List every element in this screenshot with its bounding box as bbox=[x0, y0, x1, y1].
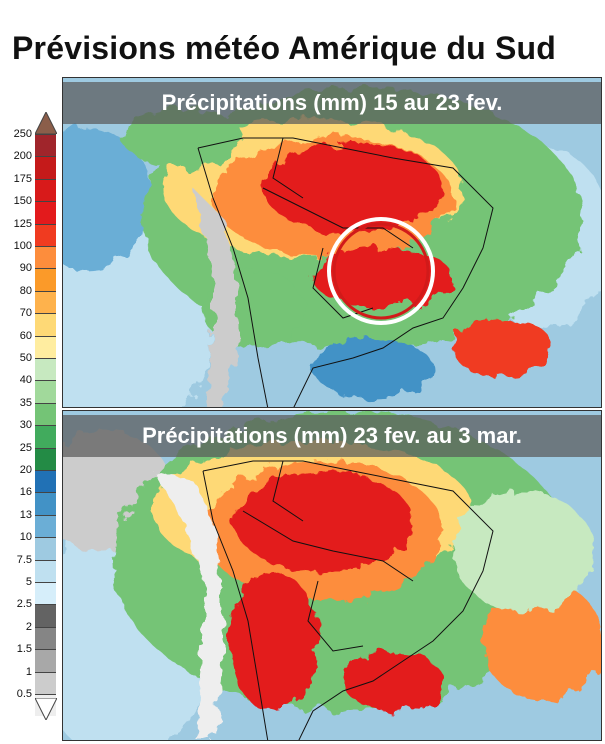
legend-bottom-arrow bbox=[35, 698, 57, 720]
forecast-map-panel-1: Précipitations (mm) 15 au 23 fev. bbox=[62, 77, 602, 408]
legend-label: 0.5 bbox=[16, 688, 32, 700]
legend-swatch bbox=[35, 671, 56, 694]
legend-label: 100 bbox=[13, 240, 32, 252]
legend-label: 30 bbox=[19, 419, 32, 432]
legend-label: 2 bbox=[25, 620, 32, 633]
legend-label: 200 bbox=[13, 150, 32, 163]
legend-top-arrow bbox=[35, 112, 57, 134]
legend-label: 10 bbox=[19, 531, 32, 544]
legend-swatch bbox=[35, 313, 56, 336]
legend-swatch bbox=[35, 447, 56, 470]
legend-label: 1 bbox=[25, 665, 32, 678]
legend-swatch bbox=[35, 626, 56, 650]
legend-label: 80 bbox=[19, 284, 32, 297]
legend-label: 250 bbox=[13, 128, 32, 140]
legend-label: 150 bbox=[13, 195, 32, 208]
legend-swatch bbox=[35, 246, 56, 269]
legend-label: 1.5 bbox=[16, 643, 32, 656]
legend-swatch bbox=[35, 134, 56, 157]
legend-label: 60 bbox=[19, 329, 32, 342]
legend-label: 20 bbox=[19, 464, 32, 476]
page-title: Prévisions météo Amérique du Sud bbox=[12, 30, 557, 66]
legend-swatch bbox=[35, 290, 56, 314]
precipitation-map-1 bbox=[63, 78, 601, 407]
legend-swatch bbox=[35, 470, 56, 493]
legend-swatch bbox=[35, 649, 56, 672]
legend-swatch bbox=[35, 268, 56, 291]
legend-label: 13 bbox=[19, 508, 32, 521]
legend-label: 7.5 bbox=[16, 553, 32, 566]
panel-1-caption: Précipitations (mm) 15 au 23 fev. bbox=[63, 82, 601, 124]
legend-swatch bbox=[35, 335, 56, 358]
forecast-map-panel-2: Précipitations (mm) 23 fev. au 3 mar. bbox=[62, 410, 602, 741]
legend-label: 40 bbox=[19, 374, 32, 387]
legend-swatch bbox=[35, 559, 56, 582]
highlight-circle bbox=[327, 217, 435, 325]
legend-label: 125 bbox=[13, 217, 32, 230]
legend-label: 16 bbox=[19, 486, 32, 499]
panel-2-caption: Précipitations (mm) 23 fev. au 3 mar. bbox=[63, 415, 601, 457]
legend-label: 175 bbox=[13, 172, 32, 185]
legend-label: 90 bbox=[19, 262, 32, 275]
legend-swatch bbox=[35, 604, 56, 627]
legend-swatch bbox=[35, 514, 56, 538]
precipitation-map-2 bbox=[63, 411, 601, 740]
legend-label: 35 bbox=[19, 396, 32, 409]
legend-label: 5 bbox=[25, 576, 32, 588]
legend-label: 70 bbox=[19, 307, 32, 320]
legend-swatch bbox=[35, 201, 56, 224]
legend-swatch bbox=[35, 223, 56, 246]
legend-swatch bbox=[35, 492, 56, 515]
legend-swatch bbox=[35, 358, 56, 381]
legend-swatch bbox=[35, 380, 56, 403]
legend-swatch bbox=[35, 156, 56, 179]
legend-label: 50 bbox=[19, 352, 32, 364]
legend-swatch bbox=[35, 425, 56, 448]
legend-swatch bbox=[35, 582, 56, 605]
legend-swatch bbox=[35, 402, 56, 426]
legend-label: 2.5 bbox=[16, 598, 32, 611]
precipitation-legend: 250 200 175 150 125 100 90 80 70 60 50 40 35 30 25 20 16… bbox=[0, 112, 60, 720]
legend-label: 25 bbox=[19, 441, 32, 454]
legend-swatch bbox=[35, 537, 56, 560]
legend-swatch bbox=[35, 178, 56, 202]
